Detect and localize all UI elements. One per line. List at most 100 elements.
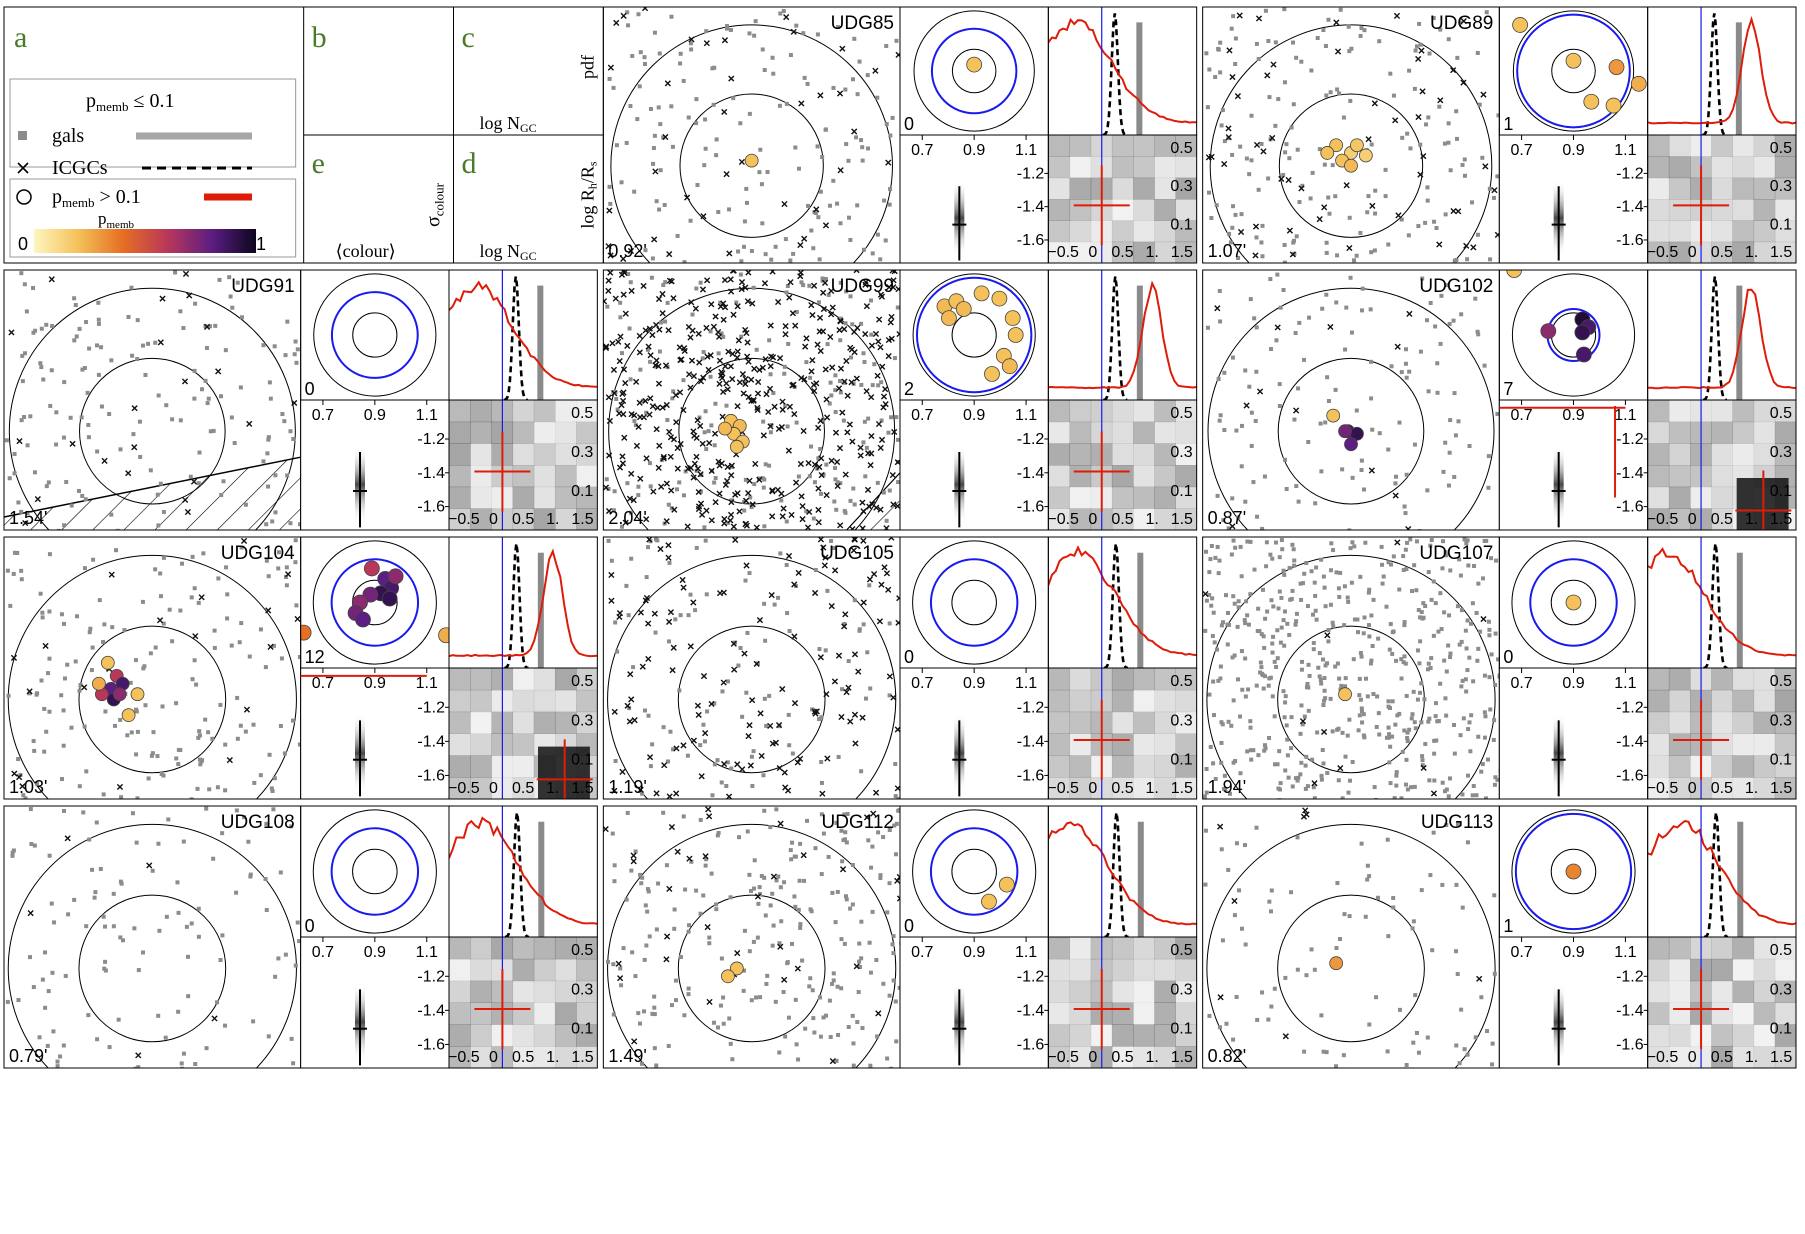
icgc-point [1460,79,1467,86]
zoom-field [300,540,449,665]
gal-point [1259,141,1264,146]
gal-point [831,85,836,90]
icgc-point [211,1015,218,1022]
gal-point [638,1021,643,1026]
gal-point [1368,661,1373,666]
pdf-plot [1647,806,1796,937]
icgc-point [603,484,610,491]
gal-point [1419,720,1424,725]
gal-point [1362,28,1367,33]
icgc-point [843,689,850,696]
gal-point [619,983,624,988]
member-gc [729,961,744,976]
gal-point [272,776,277,781]
gal-point [1489,556,1494,561]
gal-point [1309,947,1314,952]
gal-point [1427,778,1432,783]
gal-point [1455,604,1460,609]
icgc-point [704,277,711,284]
gal-point [273,510,278,515]
icgc-point [703,507,710,514]
icgc-point [645,343,652,350]
density-cell [1048,755,1071,778]
gal-point [1231,14,1236,19]
gal-point [656,881,661,886]
gal-point [1302,571,1307,576]
gal-point [1262,645,1267,650]
density-cell [533,1024,556,1047]
gal-point [97,598,102,603]
icgc-point [895,286,900,293]
icgc-point [619,390,626,397]
e-ytick: -1.4 [417,733,445,750]
icgc-point [860,508,867,515]
icgc-point [652,168,659,175]
gal-point [1476,581,1481,586]
gal-point [1357,693,1362,698]
gal-point [835,480,840,485]
gal-point [1315,36,1320,41]
gal-point [1484,796,1489,799]
density-cell [1732,980,1755,1003]
density-cell [470,755,492,778]
field-scale: 1.03' [9,777,47,797]
icgc-point [725,793,733,799]
gal-point [708,329,713,334]
gal-point [1444,823,1449,828]
icgc-point [769,354,777,361]
icgc-point [877,444,884,451]
e-ylabel: σcolour [423,182,447,227]
d-xtick: 1.5 [1770,1049,1792,1066]
gal-point [1391,629,1396,634]
gal-point [843,510,848,515]
gal-point [179,561,184,566]
gal-pdf-bar [1137,552,1144,668]
icgc-point [876,618,884,625]
gal-point [1296,499,1301,504]
gal-point [1397,587,1402,592]
density-cell [554,400,577,423]
gal-point [1346,24,1351,29]
icgc-point [835,652,843,659]
gal-point [1299,667,1304,672]
density-cell [1154,135,1176,157]
icgc-point [789,310,797,317]
gal-point [1227,231,1232,236]
d-xtick: 0 [1688,244,1697,261]
icgc-point [837,167,844,174]
gal-point [627,326,632,331]
icgc-point [743,329,750,337]
gal-point [887,621,892,626]
gal-point [1369,613,1374,618]
gal-point [198,762,203,767]
half-light-ring [929,558,1019,647]
icgc-pdf-curve [1703,812,1729,937]
d-xtick: 1. [546,1049,559,1066]
gal-point [748,495,753,500]
gal-point [1424,122,1429,127]
gal-point [1417,21,1422,26]
icgc-point [1316,216,1323,223]
gal-point [1331,548,1336,553]
gal-point [1270,556,1275,561]
icgc-point [782,331,789,338]
gal-point [1207,1013,1212,1018]
density-cell [512,465,535,488]
gal-point [670,144,675,149]
gal-point [789,857,794,862]
gal-point [225,616,230,621]
gal-point [848,294,853,299]
gal-point [1256,56,1261,61]
icgc-point [841,326,848,333]
icgc-point [27,910,34,917]
density-cell [470,980,492,1003]
gal-point [1416,224,1421,229]
icgc-pdf-curve [1702,13,1727,135]
gal-point [1203,828,1208,833]
gal-point [72,338,77,343]
gal-point [771,391,776,396]
member-pdf-curve [1647,15,1796,125]
gal-point [143,372,148,377]
gal-point [170,639,175,644]
gal-point [838,316,843,321]
